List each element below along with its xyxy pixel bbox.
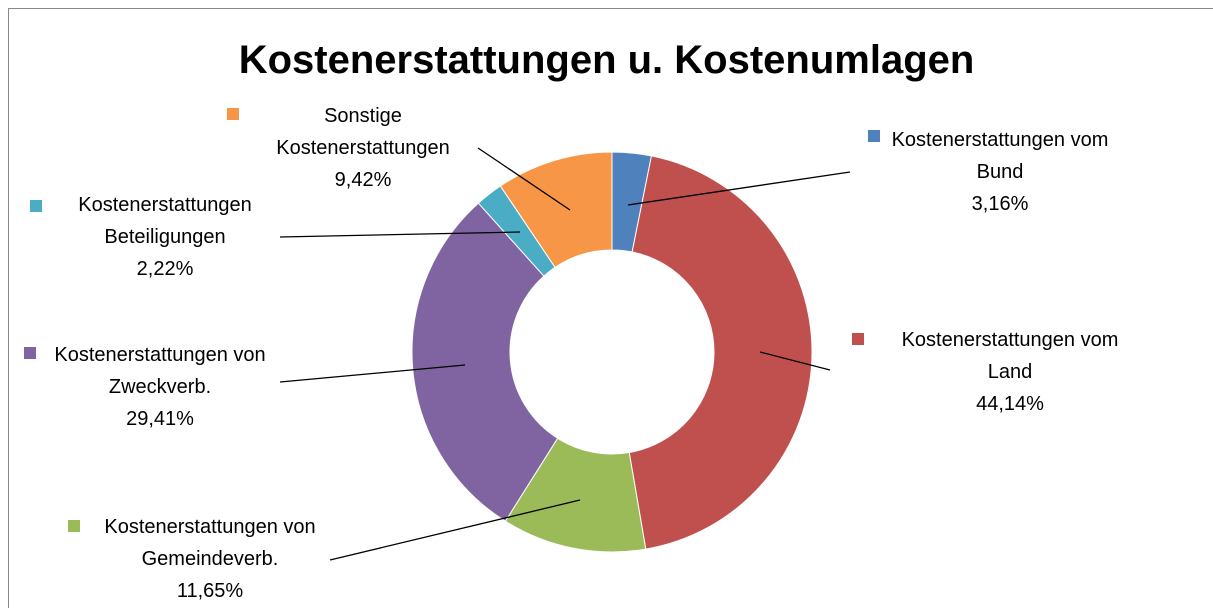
category-label: Kostenerstattungen vom Land [901,329,1119,383]
value-label: 9,42% [334,169,392,191]
donut-slice [411,202,559,522]
category-label: Sonstige Kostenerstattungen [276,105,450,159]
legend-marker [30,200,42,212]
leader-line [279,231,521,238]
leader-line [329,499,581,561]
chart-frame [8,8,1213,608]
data-label: Kostenerstattungen Beteiligungen 2,22% [55,189,275,285]
category-label: Kostenerstattungen von Gemeindeverb. [104,516,316,570]
legend-marker [852,333,864,345]
value-label: 11,65% [176,580,244,602]
value-label: 29,41% [126,408,194,430]
category-label: Kostenerstattungen vom Bund [891,129,1109,183]
value-label: 2,22% [136,258,194,280]
data-label: Kostenerstattungen vom Bund 3,16% [890,124,1110,220]
leader-line [759,351,831,371]
data-label: Kostenerstattungen vom Land 44,14% [880,324,1140,420]
legend-marker [227,108,239,120]
value-label: 44,14% [976,393,1044,415]
category-label: Kostenerstattungen Beteiligungen [78,194,252,248]
category-label: Kostenerstattungen von Zweckverb. [54,344,266,398]
legend-marker [68,520,80,532]
leader-line [279,364,466,383]
data-label: Sonstige Kostenerstattungen 9,42% [253,100,473,196]
value-label: 3,16% [971,193,1029,215]
donut-slice [499,151,613,269]
data-label: Kostenerstattungen von Gemeindeverb. 11,6… [100,511,320,607]
chart-title: Kostenerstattungen u. Kostenumlagen [238,38,975,82]
donut-slice [628,155,813,550]
legend-marker [868,130,880,142]
data-label: Kostenerstattungen von Zweckverb. 29,41% [50,339,270,435]
leader-line [627,171,851,206]
leader-line [477,147,571,211]
legend-marker [24,347,36,359]
